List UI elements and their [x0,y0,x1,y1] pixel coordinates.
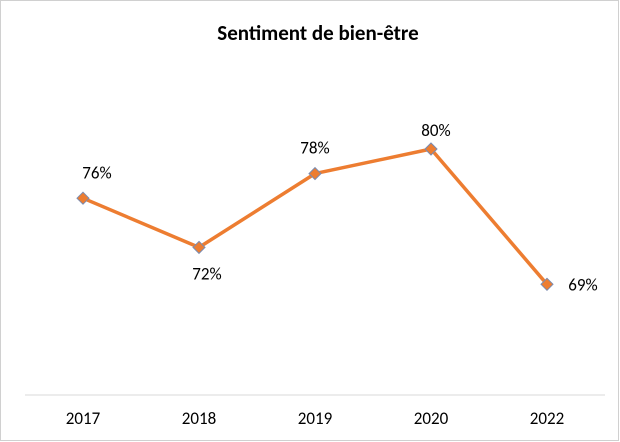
data-marker [540,277,554,292]
data-label: 72% [192,263,221,284]
x-tick-label: 2018 [182,408,216,429]
data-label: 78% [300,138,329,159]
x-tick-label: 2020 [414,408,449,429]
data-marker [76,191,90,205]
data-label: 69% [568,274,597,295]
data-marker [308,166,322,181]
x-tick-label: 2019 [298,408,333,429]
chart-title: Sentiment de bien-être [217,20,418,46]
data-label: 80% [421,120,450,141]
x-tick-label: 2017 [66,408,101,429]
data-marker [424,142,438,156]
data-label: 76% [82,162,111,183]
data-marker [192,240,206,255]
x-tick-label: 2022 [530,408,564,429]
